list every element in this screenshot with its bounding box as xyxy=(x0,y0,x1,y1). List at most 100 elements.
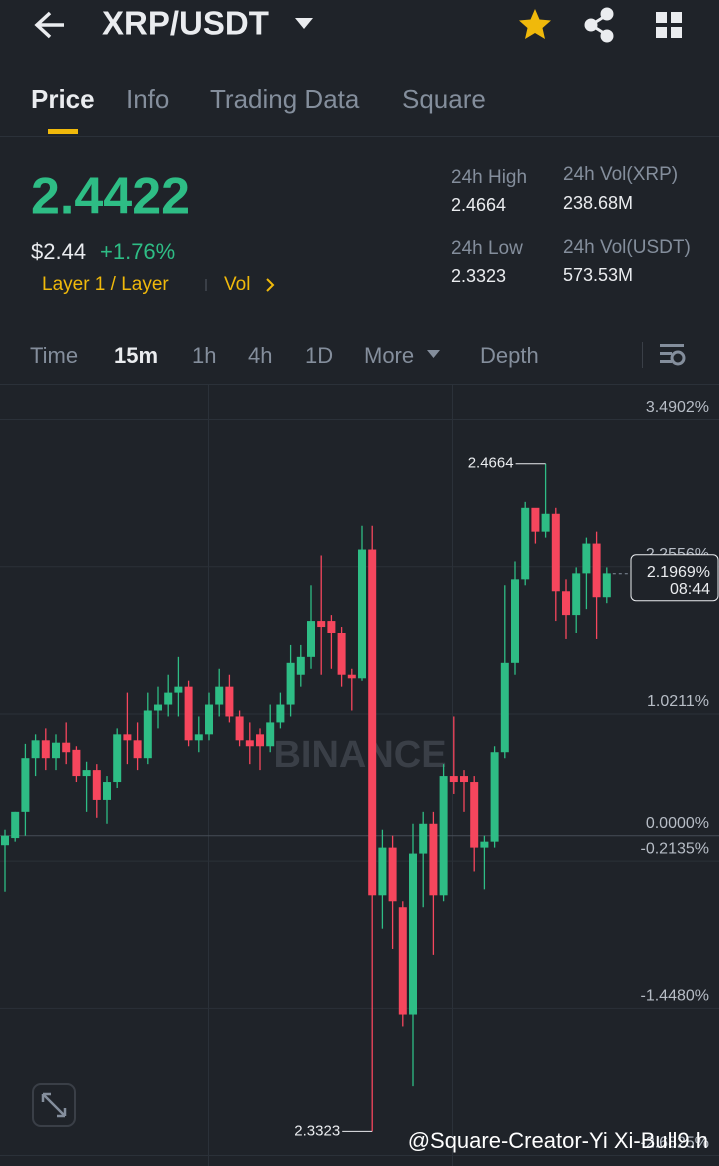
current-price-label: 2.1969% xyxy=(647,564,710,581)
back-button[interactable] xyxy=(34,11,64,39)
candle-body xyxy=(449,776,458,783)
price-change: +1.76% xyxy=(100,239,175,264)
candle-body xyxy=(215,686,224,705)
separator xyxy=(205,279,207,291)
candle-body xyxy=(235,716,244,741)
interval[interactable]: 15m xyxy=(114,343,158,368)
candle-body xyxy=(429,823,438,896)
candle-body xyxy=(582,543,591,574)
chart-settings[interactable] xyxy=(660,344,686,366)
candle-body xyxy=(11,811,20,839)
y-tick-label: 3.4902% xyxy=(646,399,709,416)
interval[interactable]: 4h xyxy=(248,343,272,368)
candle-body xyxy=(245,740,254,747)
candle-body xyxy=(41,740,50,759)
candle-body xyxy=(225,686,234,717)
favorite-star[interactable] xyxy=(519,9,551,39)
candle-body xyxy=(113,734,122,783)
tab[interactable]: Info xyxy=(126,84,169,114)
candle-body xyxy=(123,734,132,741)
candle-body xyxy=(572,573,581,616)
candle-body xyxy=(194,734,203,741)
stat-label: 24h Vol(XRP) xyxy=(563,164,678,185)
candle-body xyxy=(154,704,162,711)
y-tick-label: -0.2135% xyxy=(641,840,710,857)
candle-body xyxy=(327,621,336,633)
divider xyxy=(0,136,719,137)
candle-body xyxy=(21,758,30,812)
candle-body xyxy=(72,749,81,777)
candle-body xyxy=(470,782,479,848)
candle-body xyxy=(541,513,550,532)
tab-indicator xyxy=(48,129,78,134)
candle-body xyxy=(592,543,601,598)
stat-value: 573.53M xyxy=(563,265,633,285)
vol-tag[interactable]: Vol xyxy=(224,274,250,295)
candle-body xyxy=(286,662,295,705)
candle-body xyxy=(511,579,519,663)
candle-body xyxy=(296,656,305,675)
divider xyxy=(0,384,719,385)
interval[interactable]: Depth xyxy=(480,343,539,368)
candle-body xyxy=(92,770,101,800)
candle-body xyxy=(307,621,315,657)
candle-body xyxy=(52,742,60,759)
candle-body xyxy=(337,633,346,675)
current-price-box xyxy=(630,554,719,602)
stat-label: 24h Low xyxy=(451,238,523,259)
separator xyxy=(642,342,643,368)
candle-body xyxy=(143,710,152,759)
candle-body xyxy=(82,770,91,777)
y-tick-label: 1.0211% xyxy=(647,693,709,710)
candle-body xyxy=(480,841,489,848)
stat-value: 2.3323 xyxy=(451,266,506,286)
chevron xyxy=(266,278,275,292)
candle-body xyxy=(531,507,540,532)
candle-body xyxy=(205,704,213,735)
pair-title[interactable]: XRP/USDT xyxy=(102,5,269,42)
candle-body xyxy=(551,513,560,592)
tab[interactable]: Trading Data xyxy=(210,84,360,114)
stat-value: 2.4664 xyxy=(451,195,506,215)
stat-label: 24h High xyxy=(451,167,527,188)
interval[interactable]: More xyxy=(364,343,414,368)
tab[interactable]: Square xyxy=(402,84,486,114)
expand-button[interactable] xyxy=(32,1083,76,1127)
candle-body xyxy=(500,662,509,753)
pair-dropdown[interactable] xyxy=(295,18,313,29)
low-annotation: 2.3323 xyxy=(294,1122,340,1139)
interval[interactable]: Time xyxy=(30,343,78,368)
candle-body xyxy=(419,823,428,854)
y-tick-label: -1.4480% xyxy=(641,988,710,1005)
candle-body xyxy=(256,734,264,747)
candle-body xyxy=(184,686,193,741)
candle-body xyxy=(1,835,9,846)
grid-line xyxy=(452,385,453,1166)
more-caret xyxy=(427,350,440,358)
candle-body xyxy=(398,907,407,1015)
candle-body xyxy=(347,674,356,679)
expand-icon xyxy=(41,1092,67,1118)
fiat-price: $2.44 xyxy=(31,239,86,264)
y-tick-label: 0.0000% xyxy=(646,815,709,832)
countdown: 08:44 xyxy=(670,581,710,598)
grid-line xyxy=(208,385,209,1166)
share-button[interactable] xyxy=(584,7,614,43)
watermark: BINANCE xyxy=(273,734,446,776)
interval[interactable]: 1h xyxy=(192,343,216,368)
last-price: 2.4422 xyxy=(31,168,190,226)
tab[interactable]: Price xyxy=(31,84,95,114)
high-annotation: 2.4664 xyxy=(468,455,514,472)
candle-body xyxy=(31,740,40,759)
candle-body xyxy=(266,722,275,747)
candle-body xyxy=(521,507,530,580)
menu-grid[interactable] xyxy=(656,12,682,38)
interval[interactable]: 1D xyxy=(305,343,333,368)
candle-body xyxy=(133,740,142,759)
candle-body xyxy=(103,782,111,800)
candle-body xyxy=(317,621,326,628)
candle-body xyxy=(174,686,183,693)
candle-body xyxy=(439,776,448,896)
sector-tag[interactable]: Layer 1 / Layer xyxy=(42,274,169,295)
